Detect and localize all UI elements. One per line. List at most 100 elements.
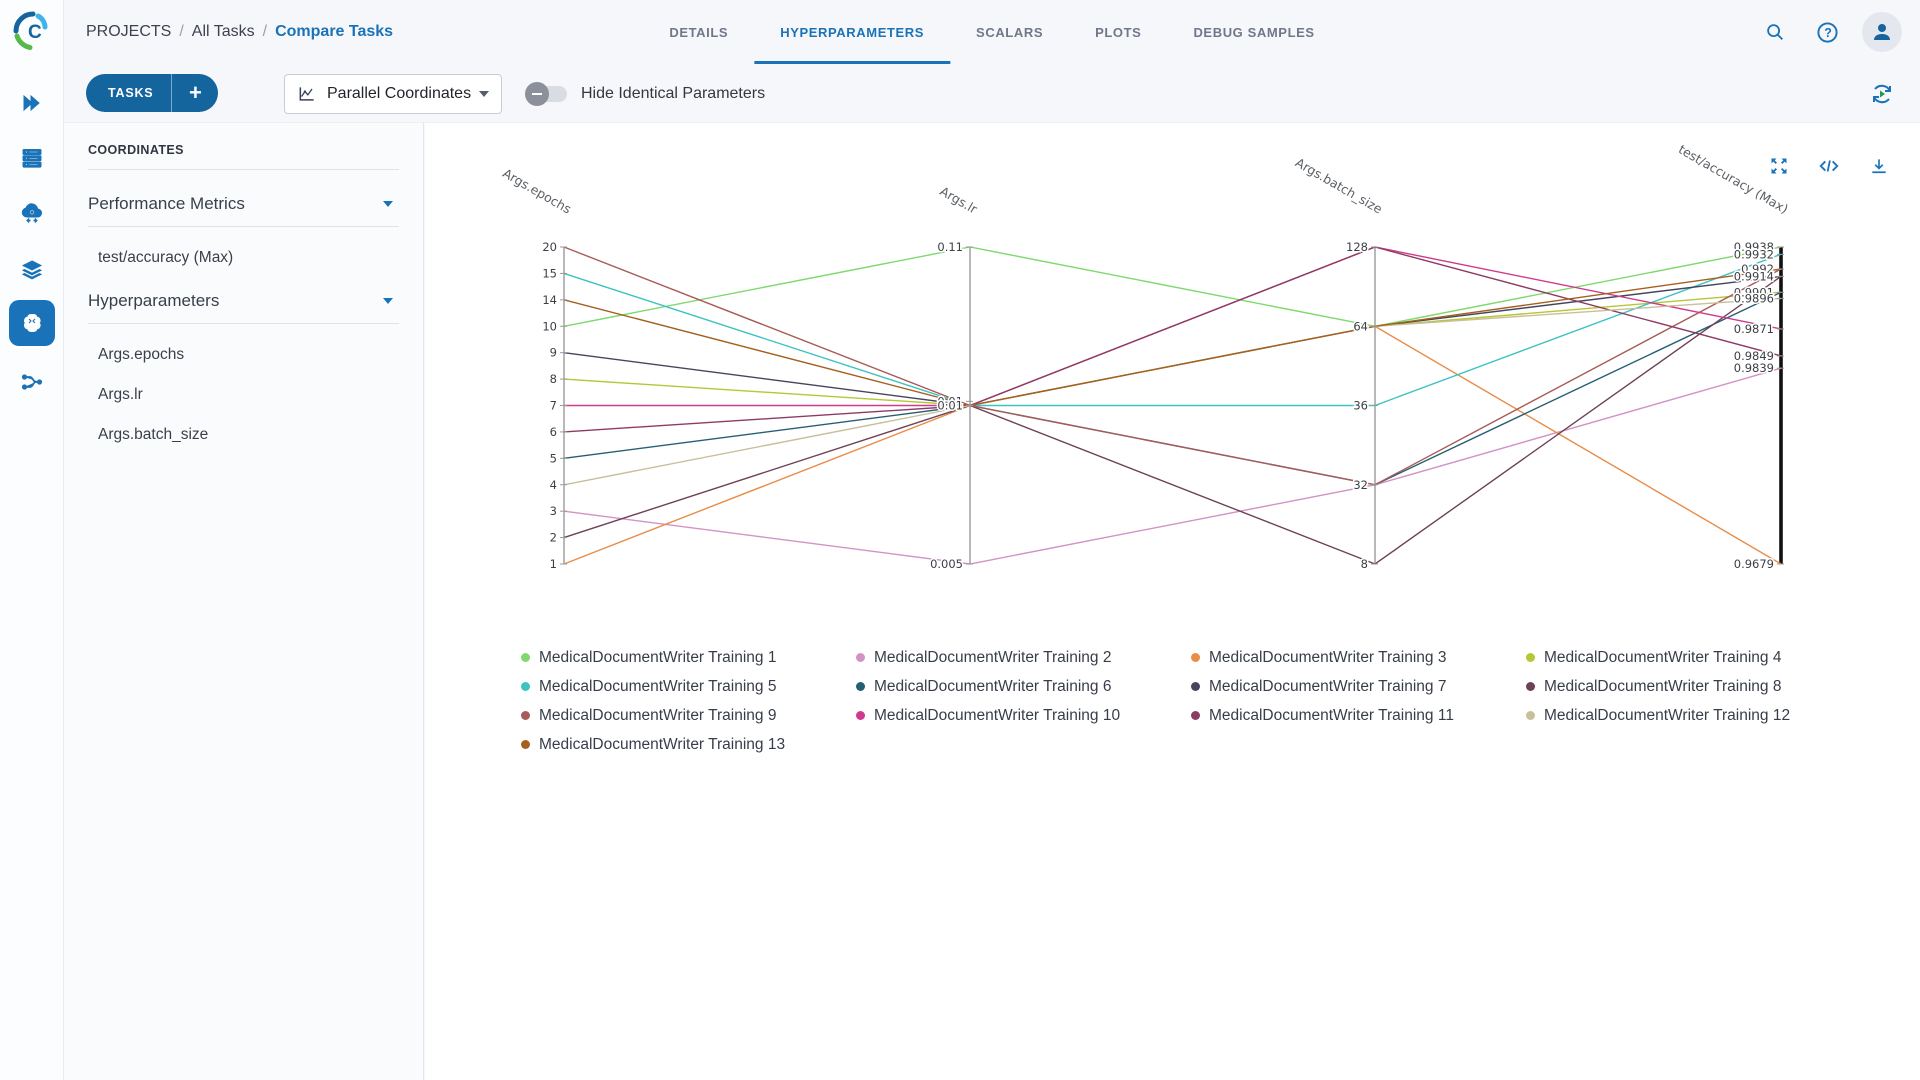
axis-title[interactable]: Args.lr — [937, 183, 980, 217]
user-avatar[interactable] — [1862, 12, 1902, 52]
search-icon[interactable] — [1758, 15, 1792, 49]
legend-item[interactable]: MedicalDocumentWriter Training 12 — [1526, 707, 1861, 725]
section-label: Performance Metrics — [88, 194, 245, 213]
legend-item[interactable]: MedicalDocumentWriter Training 1 — [521, 649, 856, 667]
user-icon — [1874, 24, 1890, 40]
legend-item[interactable]: MedicalDocumentWriter Training 2 — [856, 649, 1191, 667]
legend-item[interactable]: MedicalDocumentWriter Training 13 — [521, 736, 856, 754]
auto-refresh-icon[interactable] — [1868, 80, 1896, 108]
help-icon[interactable]: ? — [1810, 15, 1844, 49]
axis-title[interactable]: Args.batch_size — [1293, 155, 1385, 217]
legend-label: MedicalDocumentWriter Training 13 — [539, 735, 786, 753]
series-line — [563, 291, 1782, 486]
view-mode-dropdown[interactable]: Parallel Coordinates — [284, 74, 502, 114]
queues-icon[interactable] — [9, 135, 55, 181]
series-line — [563, 275, 1782, 565]
legend-label: MedicalDocumentWriter Training 5 — [539, 677, 777, 695]
legend-marker — [856, 653, 865, 662]
axis-tick-label: 20 — [542, 240, 557, 254]
param-args-epochs[interactable]: Args.epochs — [98, 346, 185, 363]
legend-label: MedicalDocumentWriter Training 10 — [874, 706, 1121, 724]
hide-identical-toggle[interactable] — [525, 82, 567, 106]
legend-item[interactable]: MedicalDocumentWriter Training 5 — [521, 678, 856, 696]
tasks-button-label: TASKS — [108, 86, 154, 100]
axis-title[interactable]: Args.epochs — [500, 165, 574, 216]
tasks-button[interactable]: TASKS + — [86, 74, 219, 112]
section-hyperparameters[interactable]: Hyperparameters — [88, 291, 399, 311]
line-chart-icon — [299, 87, 314, 101]
chart-legend: MedicalDocumentWriter Training 1 MedicalD… — [521, 643, 1861, 759]
section-performance-metrics[interactable]: Performance Metrics — [88, 194, 399, 214]
tab-hyperparameters[interactable]: HYPERPARAMETERS — [754, 0, 950, 64]
axis-tick-label: 10 — [542, 319, 557, 333]
pipelines-icon[interactable] — [9, 359, 55, 405]
legend-label: MedicalDocumentWriter Training 4 — [1544, 648, 1782, 666]
series-line — [563, 291, 1782, 407]
legend-item[interactable]: MedicalDocumentWriter Training 4 — [1526, 649, 1861, 667]
legend-label: MedicalDocumentWriter Training 9 — [539, 706, 777, 724]
coordinates-panel: COORDINATES Performance Metrics test/acc… — [64, 122, 424, 1080]
tab-debug-samples[interactable]: DEBUG SAMPLES — [1193, 24, 1315, 40]
breadcrumb-compare-tasks: Compare Tasks — [275, 23, 394, 40]
axis-tick-label: 0.9896 — [1734, 291, 1774, 305]
legend-marker — [1191, 682, 1200, 691]
breadcrumb-all-tasks[interactable]: All Tasks — [191, 23, 255, 40]
legend-label: MedicalDocumentWriter Training 11 — [1209, 706, 1454, 724]
svg-text:?: ? — [1824, 25, 1832, 39]
series-line — [563, 246, 1782, 433]
code-icon[interactable] — [1818, 155, 1840, 177]
datasets-icon[interactable] — [9, 247, 55, 293]
series-line — [563, 253, 1782, 407]
legend-item[interactable]: MedicalDocumentWriter Training 7 — [1191, 678, 1526, 696]
maximize-icon[interactable] — [1768, 155, 1790, 177]
axis-tick-label: 0.9871 — [1734, 322, 1774, 336]
expand-rail-icon[interactable] — [9, 80, 55, 126]
axis-tick-label: 0.992 — [1741, 262, 1774, 276]
param-args-lr[interactable]: Args.lr — [98, 386, 143, 403]
tab-scalars[interactable]: SCALARS — [976, 24, 1044, 40]
tab-plots[interactable]: PLOTS — [1095, 24, 1142, 40]
series-line — [563, 268, 1782, 407]
axis-tick-label: 0.01 — [937, 399, 963, 413]
download-icon[interactable] — [1868, 155, 1890, 177]
axis-tick-label: 0.9938 — [1734, 240, 1774, 254]
series-line — [563, 367, 1782, 565]
axis-tick-label: 9 — [550, 346, 557, 360]
legend-marker — [1526, 682, 1535, 691]
legend-item[interactable]: MedicalDocumentWriter Training 6 — [856, 678, 1191, 696]
legend-marker — [856, 711, 865, 720]
legend-item[interactable]: MedicalDocumentWriter Training 8 — [1526, 678, 1861, 696]
axis-tick-label: 64 — [1353, 319, 1368, 333]
legend-item[interactable]: MedicalDocumentWriter Training 9 — [521, 707, 856, 725]
breadcrumb-separator: / — [179, 23, 184, 40]
divider — [88, 323, 399, 324]
section-label: Hyperparameters — [88, 291, 220, 310]
projects-brain-icon[interactable] — [8, 300, 55, 346]
breadcrumb-separator: / — [262, 23, 268, 40]
button-divider — [171, 74, 173, 112]
add-task-button[interactable]: + — [189, 80, 202, 105]
workers-icon[interactable] — [9, 190, 55, 236]
legend-item[interactable]: MedicalDocumentWriter Training 10 — [856, 707, 1191, 725]
legend-label: MedicalDocumentWriter Training 7 — [1209, 677, 1447, 695]
app-rail: C — [0, 0, 64, 1080]
legend-marker — [1191, 653, 1200, 662]
clearml-logo[interactable]: C — [10, 8, 56, 54]
axis-tick-label: 0.005 — [930, 557, 963, 571]
axis-title[interactable]: test/accuracy (Max) — [1676, 142, 1791, 217]
legend-item[interactable]: MedicalDocumentWriter Training 3 — [1191, 649, 1526, 667]
parallel-coordinates-chart[interactable]: 20151410987654321Args.epochs0.110.010.01… — [425, 123, 1920, 638]
axis-tick-label: 0.9679 — [1734, 557, 1774, 571]
param-args-batch-size[interactable]: Args.batch_size — [98, 426, 209, 443]
metric-test-accuracy[interactable]: test/accuracy (Max) — [98, 249, 234, 266]
legend-item[interactable]: MedicalDocumentWriter Training 11 — [1191, 707, 1526, 725]
axis-tick-label: 1 — [550, 557, 557, 571]
breadcrumb-projects[interactable]: PROJECTS — [86, 23, 172, 40]
legend-marker — [521, 653, 530, 662]
axis-tick-label: 0.9914 — [1734, 269, 1774, 283]
legend-marker — [521, 711, 530, 720]
axis-tick-label: 8 — [1361, 557, 1368, 571]
tab-details[interactable]: DETAILS — [669, 24, 729, 40]
legend-marker — [856, 682, 865, 691]
axis-tick-label: 0.9901 — [1734, 285, 1774, 299]
